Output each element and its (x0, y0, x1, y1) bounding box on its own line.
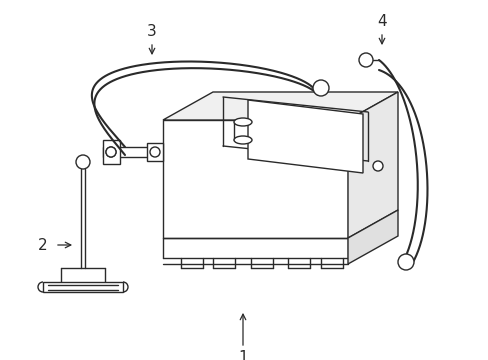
Circle shape (372, 161, 382, 171)
Circle shape (397, 254, 413, 270)
Circle shape (150, 147, 160, 157)
Ellipse shape (234, 118, 251, 126)
Polygon shape (347, 210, 397, 264)
Polygon shape (163, 92, 397, 120)
Circle shape (106, 147, 116, 157)
Circle shape (358, 53, 372, 67)
Text: 1: 1 (238, 351, 247, 360)
Circle shape (76, 155, 90, 169)
Circle shape (312, 80, 328, 96)
Text: 4: 4 (376, 14, 386, 30)
Text: 2: 2 (38, 238, 48, 252)
Polygon shape (247, 100, 362, 173)
Polygon shape (347, 92, 397, 238)
Polygon shape (163, 120, 347, 238)
Polygon shape (103, 147, 153, 157)
Text: 3: 3 (147, 24, 157, 40)
Circle shape (106, 147, 116, 157)
Ellipse shape (234, 136, 251, 144)
Polygon shape (43, 282, 123, 292)
Polygon shape (103, 140, 120, 164)
Polygon shape (147, 143, 163, 161)
